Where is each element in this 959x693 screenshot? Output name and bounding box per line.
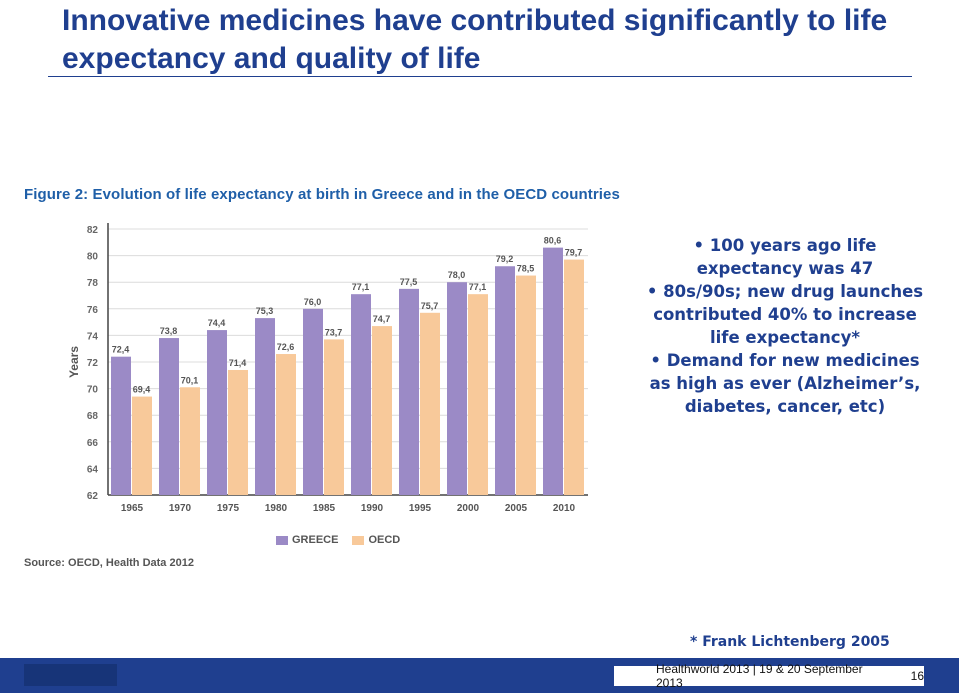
bullet-item: • Demand for new medicines as high as ev… — [649, 351, 921, 416]
data-label: 73,7 — [325, 327, 343, 337]
bar-oecd-1975 — [228, 369, 248, 495]
x-tick-label: 1965 — [121, 503, 144, 514]
life-expectancy-chart: 62 64 66 68 70 72 74 76 78 80 82 Years 72,4 69,4 1965 7… — [67, 223, 588, 514]
y-axis-label: Years — [67, 346, 81, 378]
bar-oecd-1990 — [372, 326, 392, 495]
bar-oecd-1995 — [420, 312, 440, 495]
bar-oecd-2010 — [564, 259, 584, 495]
bar-oecd-1985 — [324, 339, 344, 495]
data-label: 74,4 — [208, 318, 226, 328]
footer-logo-box — [24, 664, 117, 686]
x-tick-label: 2000 — [457, 503, 480, 514]
data-label: 79,2 — [496, 254, 514, 264]
y-tick-label: 72 — [87, 358, 99, 369]
bullet-text: Demand for new medicines as high as ever… — [649, 351, 921, 416]
x-tick-label: 1985 — [313, 503, 336, 514]
bar-greece-2010 — [543, 247, 563, 495]
data-label: 69,4 — [133, 385, 151, 395]
data-label: 78,0 — [448, 270, 466, 280]
bar-greece-1985 — [303, 308, 323, 495]
x-tick-label: 1990 — [361, 503, 384, 514]
x-tick-label: 2010 — [553, 503, 576, 514]
y-tick-label: 66 — [87, 438, 99, 449]
legend-swatch-greece — [276, 535, 288, 545]
bar-greece-1990 — [351, 294, 371, 495]
x-tick-label: 1975 — [217, 503, 240, 514]
x-tick-label: 2005 — [505, 503, 528, 514]
data-label: 77,1 — [352, 282, 370, 292]
bar-greece-2000 — [447, 282, 467, 495]
bar-greece-1965 — [111, 356, 131, 495]
data-label: 77,5 — [400, 277, 418, 287]
bar-greece-2005 — [495, 266, 515, 495]
data-label: 71,4 — [229, 358, 247, 368]
bar-oecd-1970 — [180, 387, 200, 495]
title-divider — [48, 76, 912, 77]
slide-title: Innovative medicines have contributed si… — [62, 4, 888, 75]
footer-event: Healthworld 2013 | 19 & 20 September 201… — [656, 662, 863, 690]
legend-swatch-oecd — [352, 535, 365, 545]
data-label: 76,0 — [304, 297, 322, 307]
footer-info: Healthworld 2013 | 19 & 20 September 201… — [614, 662, 924, 690]
y-tick-label: 78 — [87, 278, 99, 289]
figure-title: Figure 2: Evolution of life expectancy a… — [24, 186, 620, 203]
chart-legend: GREECE OECD — [276, 534, 414, 546]
chart-source: Source: OECD, Health Data 2012 — [24, 557, 194, 569]
y-tick-label: 82 — [87, 225, 99, 236]
data-label: 75,7 — [421, 301, 439, 311]
legend-label-oecd: OECD — [368, 534, 401, 546]
data-label: 79,7 — [565, 248, 583, 258]
y-tick-label: 80 — [87, 252, 99, 263]
bullet-item: • 100 years ago life expectancy was 47 — [693, 236, 877, 278]
data-label: 74,7 — [373, 314, 391, 324]
bar-greece-1970 — [159, 338, 179, 495]
bar-oecd-2005 — [516, 275, 536, 495]
bullet-item: • 80s/90s; new drug launches contributed… — [646, 282, 924, 347]
bar-oecd-1980 — [276, 354, 296, 495]
bar-oecd-1965 — [132, 396, 152, 495]
legend-label-greece: GREECE — [292, 534, 339, 546]
bar-oecd-2000 — [468, 294, 488, 495]
data-label: 75,3 — [256, 306, 274, 316]
data-label: 70,1 — [181, 375, 199, 385]
bar-greece-1980 — [255, 318, 275, 495]
bullet-list: • 100 years ago life expectancy was 47 •… — [640, 234, 930, 418]
y-tick-label: 70 — [87, 385, 99, 396]
x-tick-label: 1980 — [265, 503, 288, 514]
legend-item-greece: GREECE — [276, 534, 338, 546]
data-label: 73,8 — [160, 326, 178, 336]
data-label: 72,6 — [277, 342, 295, 352]
data-label: 78,5 — [517, 264, 535, 274]
bullet-text: 80s/90s; new drug launches contributed 4… — [653, 282, 924, 347]
bullet-text: 100 years ago life expectancy was 47 — [696, 236, 877, 278]
x-tick-label: 1970 — [169, 503, 192, 514]
data-label: 80,6 — [544, 236, 562, 246]
page-number: 16 — [910, 669, 924, 683]
y-tick-label: 62 — [87, 491, 99, 502]
y-tick-label: 76 — [87, 305, 99, 316]
bar-greece-1975 — [207, 330, 227, 495]
x-tick-label: 1995 — [409, 503, 432, 514]
data-label: 72,4 — [112, 345, 130, 355]
y-tick-label: 74 — [87, 331, 99, 342]
y-tick-label: 64 — [87, 464, 99, 475]
y-tick-label: 68 — [87, 411, 99, 422]
reference-note: * Frank Lichtenberg 2005 — [690, 634, 890, 650]
bar-greece-1995 — [399, 288, 419, 495]
data-label: 77,1 — [469, 282, 487, 292]
legend-item-oecd: OECD — [352, 534, 400, 546]
